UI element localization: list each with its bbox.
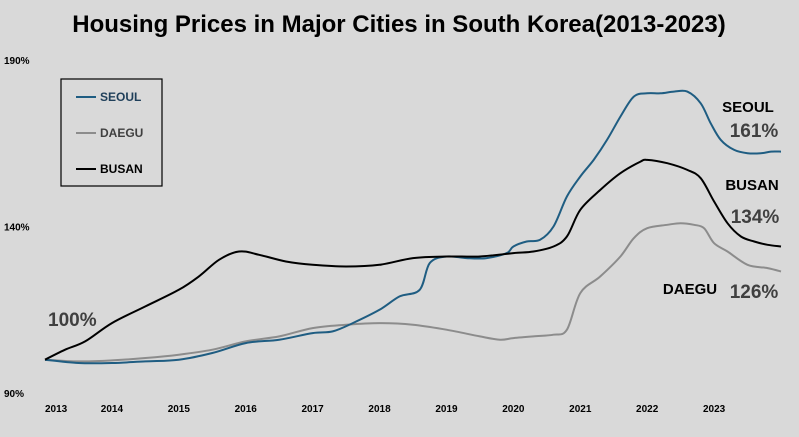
end-label-busan: BUSAN bbox=[725, 177, 778, 194]
series-line-seoul bbox=[44, 89, 782, 365]
x-tick-label-2023: 2023 bbox=[703, 404, 726, 415]
x-tick-label-2018: 2018 bbox=[368, 404, 391, 415]
x-axis: 2013 2014 2015 2016 2017 2018 2019 2020 2021 2022… bbox=[45, 404, 726, 415]
end-value-daegu: 126% bbox=[730, 282, 779, 303]
y-tick-label-140: 140% bbox=[4, 223, 30, 234]
x-tick-label-2014: 2014 bbox=[101, 404, 124, 415]
x-tick-label-2015: 2015 bbox=[168, 404, 191, 415]
end-label-daegu: DAEGU bbox=[663, 281, 717, 298]
plot-area bbox=[44, 89, 782, 365]
x-tick-label-2021: 2021 bbox=[569, 404, 592, 415]
legend-label-seoul: SEOUL bbox=[100, 90, 141, 104]
y-tick-label-90: 90% bbox=[4, 389, 24, 400]
y-axis: 90% 140% 190% bbox=[4, 56, 30, 400]
legend-label-daegu: DAEGU bbox=[100, 126, 143, 140]
legend-label-busan: BUSAN bbox=[100, 162, 143, 176]
x-tick-label-2019: 2019 bbox=[435, 404, 458, 415]
end-value-busan: 134% bbox=[731, 207, 780, 228]
series-line-daegu bbox=[44, 222, 782, 363]
series-line-busan bbox=[44, 158, 782, 361]
y-tick-label-190: 190% bbox=[4, 56, 30, 67]
end-labels: SEOUL 161% DAEGU 126% BUSAN 134% bbox=[663, 99, 779, 303]
end-label-seoul: SEOUL bbox=[722, 99, 774, 116]
x-tick-label-2016: 2016 bbox=[235, 404, 258, 415]
start-value-annotation: 100% bbox=[48, 310, 97, 331]
legend: SEOUL DAEGU BUSAN bbox=[60, 78, 163, 187]
end-value-seoul: 161% bbox=[730, 121, 779, 142]
chart-title: Housing Prices in Major Cities in South … bbox=[72, 11, 726, 38]
x-tick-label-2013: 2013 bbox=[45, 404, 68, 415]
x-tick-label-2020: 2020 bbox=[502, 404, 525, 415]
x-tick-label-2017: 2017 bbox=[302, 404, 325, 415]
x-tick-label-2022: 2022 bbox=[636, 404, 659, 415]
